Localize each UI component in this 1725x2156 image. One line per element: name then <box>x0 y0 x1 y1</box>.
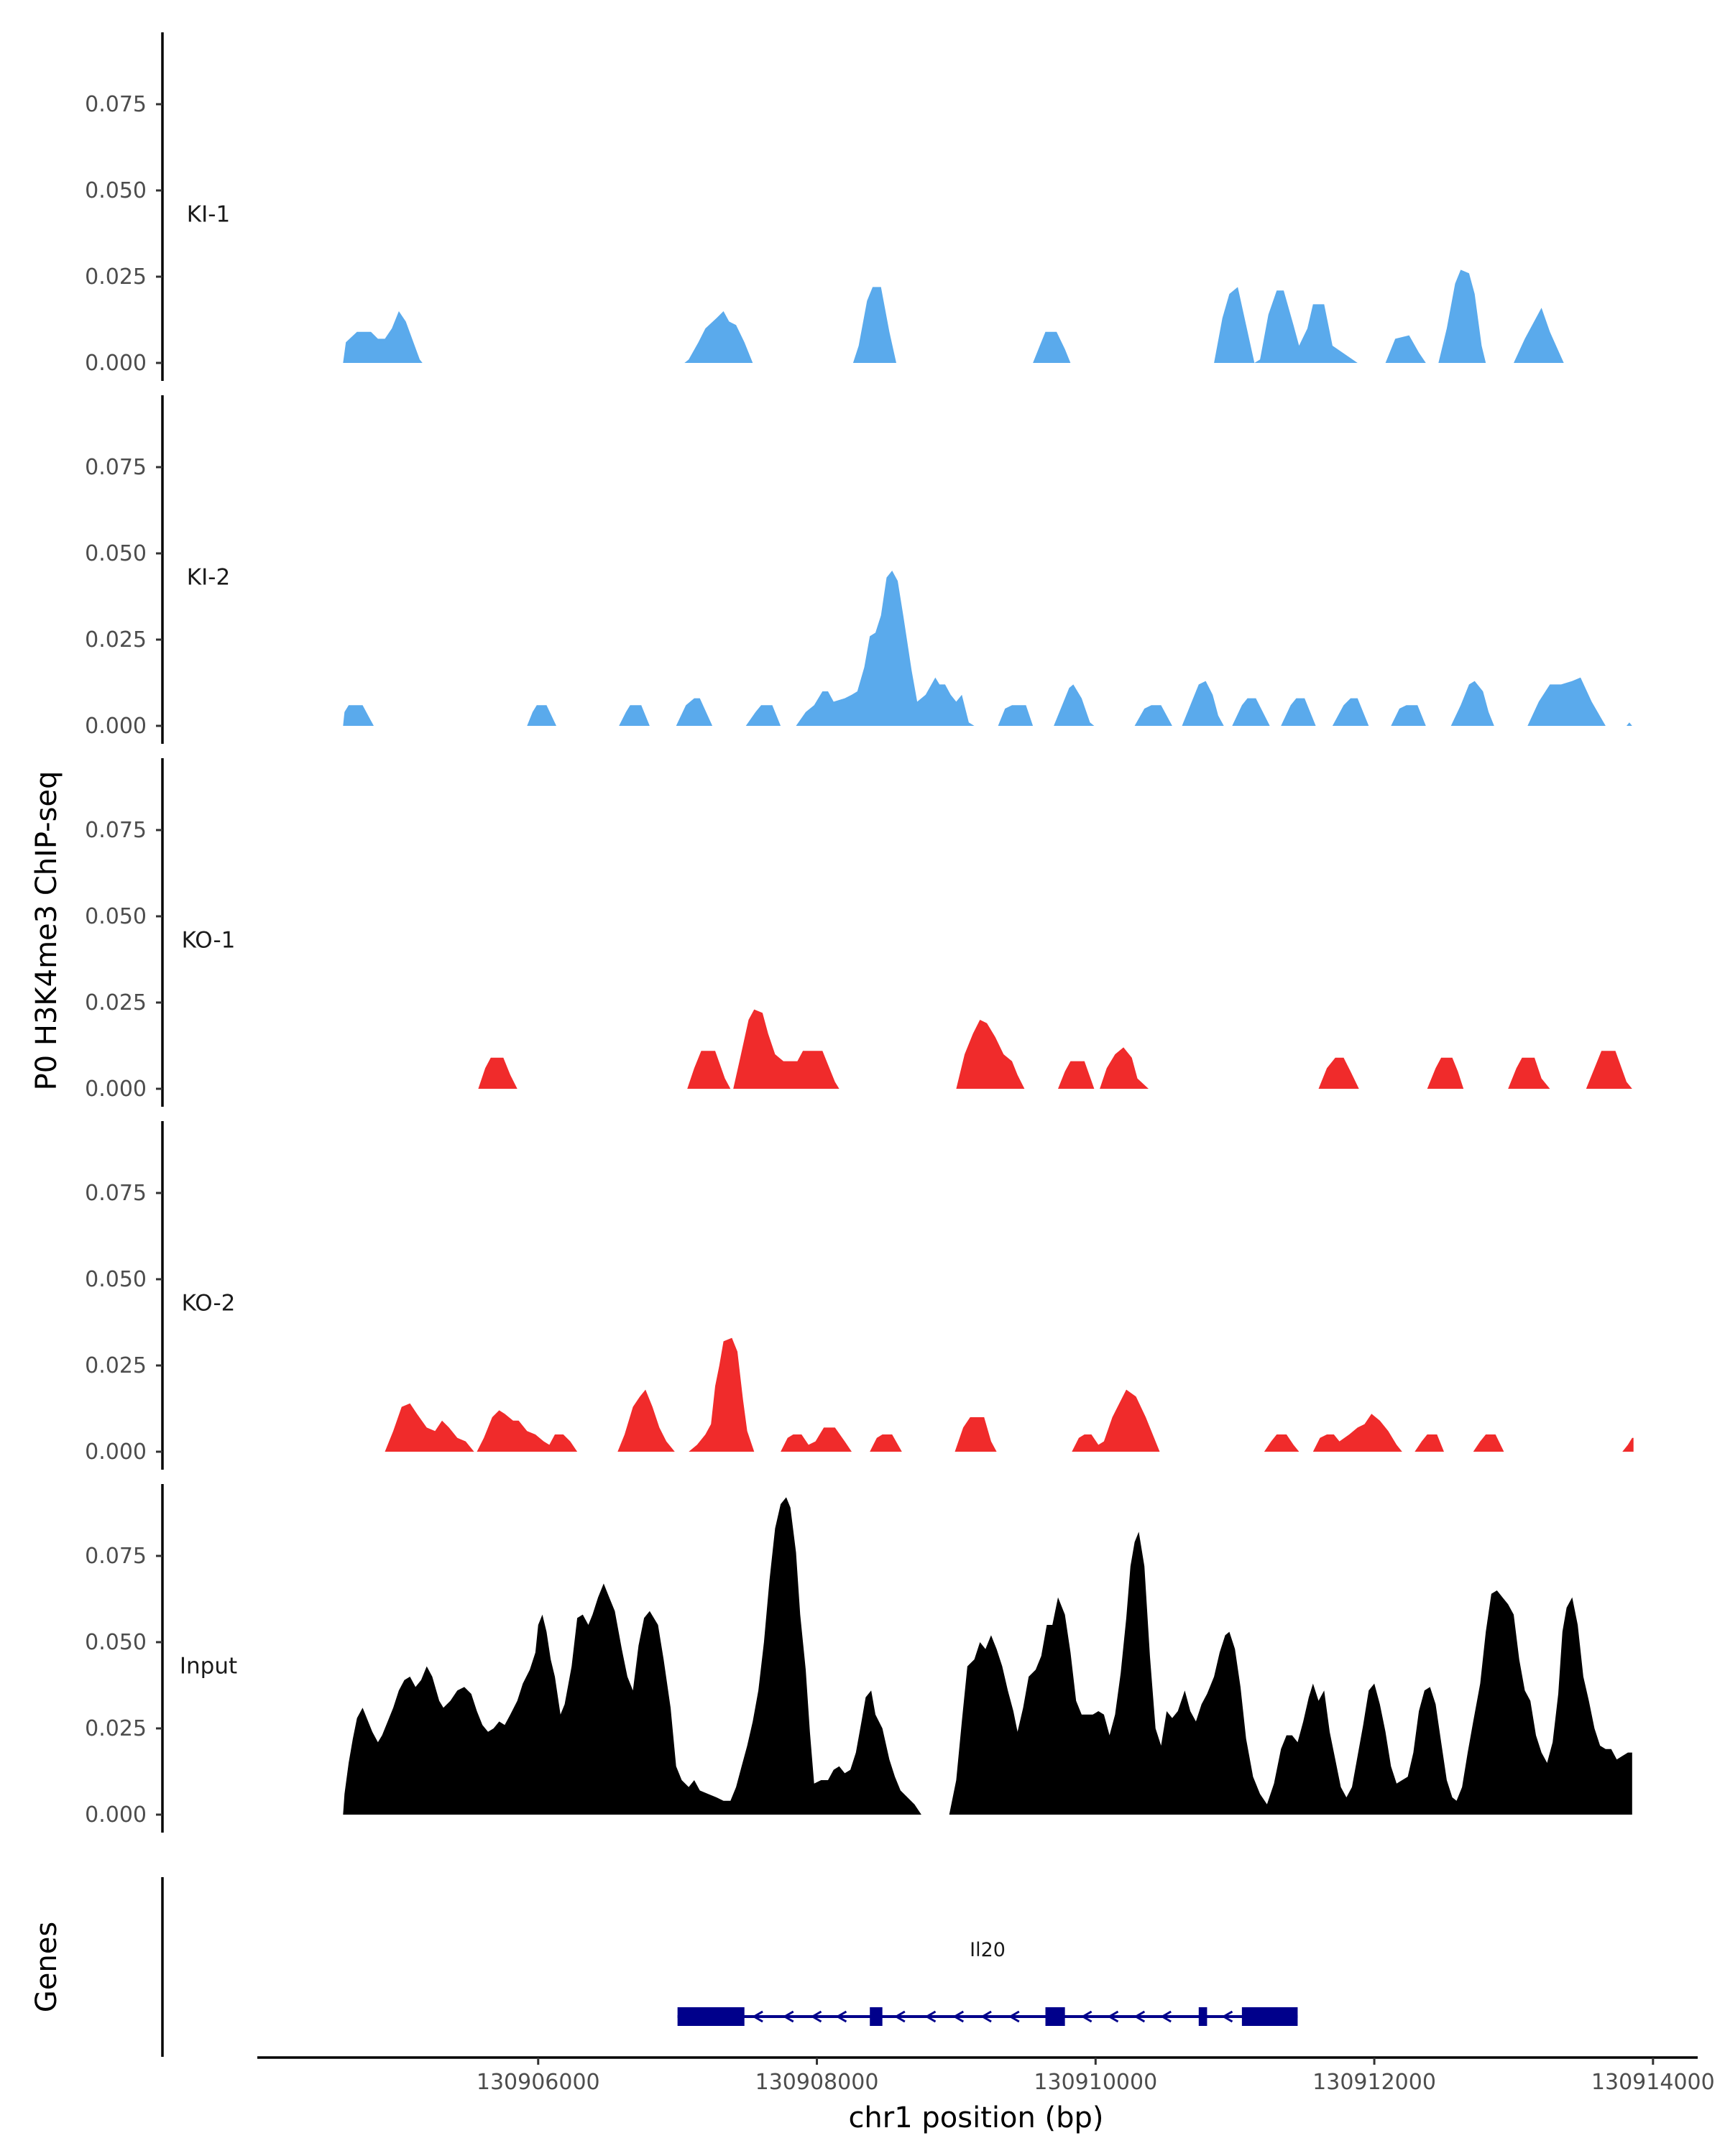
gene-strand-arrow <box>1133 2010 1146 2023</box>
gene-name-label: Il20 <box>970 1939 1006 1961</box>
y-tick-label: 0.000 <box>85 351 147 376</box>
track-ki-2-signal-area <box>343 571 1632 726</box>
y-tick-label: 0.025 <box>85 627 147 653</box>
gene-strand-arrow <box>980 2010 992 2023</box>
gene-exon <box>677 2007 745 2026</box>
gene-strand-arrow <box>1080 2010 1092 2023</box>
y-tick-label: 0.000 <box>85 1077 147 1102</box>
track-ki-2-label: KI-2 <box>187 565 230 591</box>
gene-strand-arrow <box>782 2010 794 2023</box>
y-tick-label: 0.025 <box>85 1353 147 1378</box>
tracks-layer: 0.0000.0250.0500.075KI-10.0000.0250.0500… <box>85 32 1634 1833</box>
y-tick-label: 0.075 <box>85 92 147 117</box>
y-tick-label: 0.050 <box>85 541 147 566</box>
y-tick-label: 0.075 <box>85 1181 147 1206</box>
genes-axis-title: Genes <box>30 1922 63 2012</box>
gene-strand-arrow <box>835 2010 847 2023</box>
y-tick-label: 0.000 <box>85 1439 147 1465</box>
gene-strand-arrow <box>1160 2010 1172 2023</box>
gene-exon <box>1198 2007 1208 2026</box>
gene-strand-arrow <box>952 2010 965 2023</box>
track-ko-2-label: KO-2 <box>182 1291 236 1317</box>
gene-strand-arrow <box>1107 2010 1119 2023</box>
y-tick-label: 0.075 <box>85 818 147 843</box>
y-tick-label: 0.050 <box>85 1630 147 1655</box>
track-ko-2-signal-area <box>385 1337 1634 1452</box>
track-ki-1: 0.000 0.025 0.050 0.075 KI-1 <box>85 32 1564 381</box>
y-tick-label: 0.025 <box>85 1716 147 1741</box>
track-ko-1-signal-area <box>478 1009 1632 1089</box>
gene-strand-arrow <box>924 2010 937 2023</box>
track-ki-1-signal-area <box>343 270 1564 363</box>
gene-strand-arrow <box>1008 2010 1020 2023</box>
gene-strand-arrow <box>1221 2010 1233 2023</box>
y-tick-label: 0.075 <box>85 1544 147 1569</box>
gene-strand-arrow <box>810 2010 822 2023</box>
track-input-label: Input <box>180 1654 237 1680</box>
gene-model-il20 <box>677 2007 1298 2026</box>
y-tick-label: 0.025 <box>85 264 147 290</box>
gene-exon <box>1241 2007 1298 2026</box>
x-tick-label: 130906000 <box>477 2070 600 2095</box>
x-tick-label: 130910000 <box>1034 2070 1157 2095</box>
track-input-signal-area <box>343 1497 1632 1815</box>
y-tick-label: 0.050 <box>85 904 147 929</box>
y-axis-title: P0 H3K4me3 ChIP-seq <box>30 771 63 1091</box>
y-tick-label: 0.000 <box>85 714 147 739</box>
track-ko-1-label: KO-1 <box>182 928 236 954</box>
track-ko-1: 0.000 0.025 0.050 0.075 KO-1 <box>85 758 1632 1107</box>
x-tick-label: 130908000 <box>755 2070 879 2095</box>
x-tick-label: 130914000 <box>1591 2070 1715 2095</box>
track-ki-1-label: KI-1 <box>187 202 230 228</box>
track-ki-2: 0.000 0.025 0.050 0.075 KI-2 <box>85 395 1632 744</box>
track-input: 0.000 0.025 0.050 0.075 Input <box>85 1484 1632 1833</box>
x-tick-label: 130912000 <box>1312 2070 1436 2095</box>
gene-panel: 130906000 130908000 130910000 130912000 1309… <box>161 1877 1715 2095</box>
x-axis-title: chr1 position (bp) <box>848 2101 1103 2134</box>
x-axis-ticks: 130906000 130908000 130910000 130912000 1309… <box>477 2058 1715 2095</box>
y-tick-label: 0.025 <box>85 990 147 1015</box>
y-tick-label: 0.050 <box>85 1267 147 1292</box>
track-ko-2: 0.000 0.025 0.050 0.075 KO-2 <box>85 1121 1634 1470</box>
gene-strand-arrow <box>893 2010 906 2023</box>
gene-exon <box>1045 2007 1065 2026</box>
y-tick-label: 0.000 <box>85 1802 147 1828</box>
y-tick-label: 0.075 <box>85 455 147 480</box>
y-tick-label: 0.050 <box>85 178 147 203</box>
gene-exon <box>870 2007 883 2026</box>
gene-strand-arrow <box>752 2010 763 2023</box>
